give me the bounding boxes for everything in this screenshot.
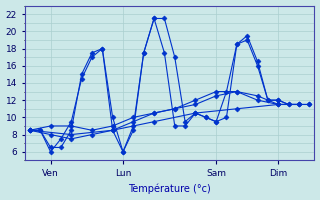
X-axis label: Température (°c): Température (°c)	[128, 184, 211, 194]
